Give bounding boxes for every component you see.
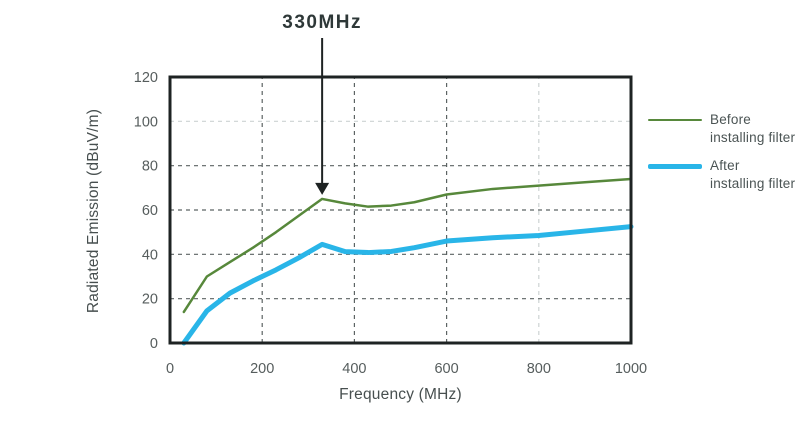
legend: Before installing filter After installin… [648, 111, 795, 203]
x-tick-label-1000: 1000 [615, 361, 647, 377]
y-tick-label-60: 60 [142, 203, 158, 219]
y-tick-label-20: 20 [142, 292, 158, 308]
legend-label-after-line2: installing filter [710, 176, 796, 191]
legend-label-before-line2: installing filter [710, 130, 796, 145]
legend-swatch-before-line [648, 118, 702, 122]
legend-label-before-line1: Before [710, 112, 751, 127]
series-line-before-filter [182, 177, 633, 314]
y-tick-label-120: 120 [134, 70, 158, 86]
legend-label-after-line1: After [710, 158, 740, 173]
legend-swatch-after-line [648, 163, 702, 169]
legend-item-after: After installing filter [648, 157, 795, 193]
legend-label-after: After installing filter [710, 157, 795, 193]
x-tick-label-0: 0 [166, 361, 174, 377]
x-axis-title: Frequency (MHz) [339, 386, 462, 403]
x-tick-label-200: 200 [250, 361, 274, 377]
y-tick-label-80: 80 [142, 159, 158, 175]
plot-border [168, 75, 633, 345]
x-tick-label-400: 400 [342, 361, 366, 377]
annotation-label: 330MHz [282, 12, 362, 33]
x-tick-label-800: 800 [527, 361, 551, 377]
y-tick-label-0: 0 [150, 336, 158, 352]
annotation-arrowhead-icon [315, 182, 330, 195]
legend-label-before: Before installing filter [710, 111, 795, 147]
y-tick-label-100: 100 [134, 114, 158, 130]
y-tick-label-40: 40 [142, 247, 158, 263]
x-tick-label-600: 600 [434, 361, 458, 377]
legend-item-before: Before installing filter [648, 111, 795, 147]
series-line-after-filter [181, 224, 634, 346]
y-axis-title: Radiated Emission (dBuV/m) [85, 108, 102, 314]
